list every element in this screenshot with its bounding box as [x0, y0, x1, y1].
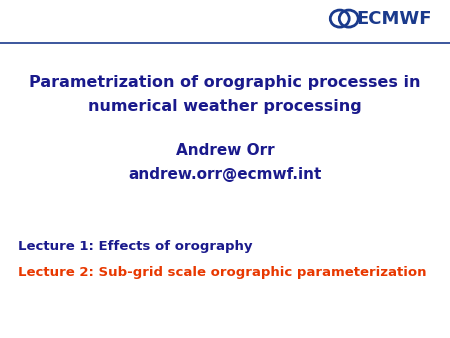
Text: Lecture 1: Effects of orography: Lecture 1: Effects of orography — [18, 240, 252, 253]
Text: numerical weather processing: numerical weather processing — [88, 99, 362, 114]
Text: Lecture 2: Sub-grid scale orographic parameterization: Lecture 2: Sub-grid scale orographic par… — [18, 266, 427, 279]
Text: andrew.orr@ecmwf.int: andrew.orr@ecmwf.int — [128, 167, 322, 182]
Text: Parametrization of orographic processes in: Parametrization of orographic processes … — [29, 75, 421, 90]
Text: ECMWF: ECMWF — [356, 9, 432, 28]
Text: Andrew Orr: Andrew Orr — [176, 143, 274, 158]
